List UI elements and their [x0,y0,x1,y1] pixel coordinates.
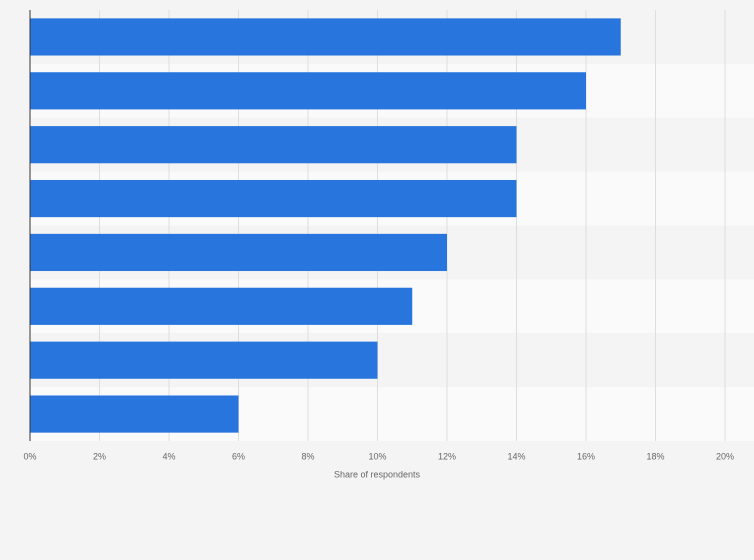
bar [30,233,447,272]
x-tick-label: 16% [577,451,595,461]
x-tick-label: 18% [646,451,664,461]
bar [30,341,378,379]
bar [30,395,239,433]
bar [30,287,413,325]
x-tick-label: 4% [162,451,175,461]
x-axis-label: Share of respondents [334,469,421,479]
bar [30,18,621,56]
bar [30,179,517,218]
x-tick-label: 20% [716,451,734,461]
x-tick-label: 12% [438,451,456,461]
x-tick-label: 14% [507,451,525,461]
bar [30,126,517,164]
x-tick-label: 6% [232,451,245,461]
x-tick-label: 8% [301,451,314,461]
x-tick-label: 2% [93,451,106,461]
bar [30,72,586,110]
x-tick-label: 10% [368,451,386,461]
x-tick-label: 0% [23,451,36,461]
